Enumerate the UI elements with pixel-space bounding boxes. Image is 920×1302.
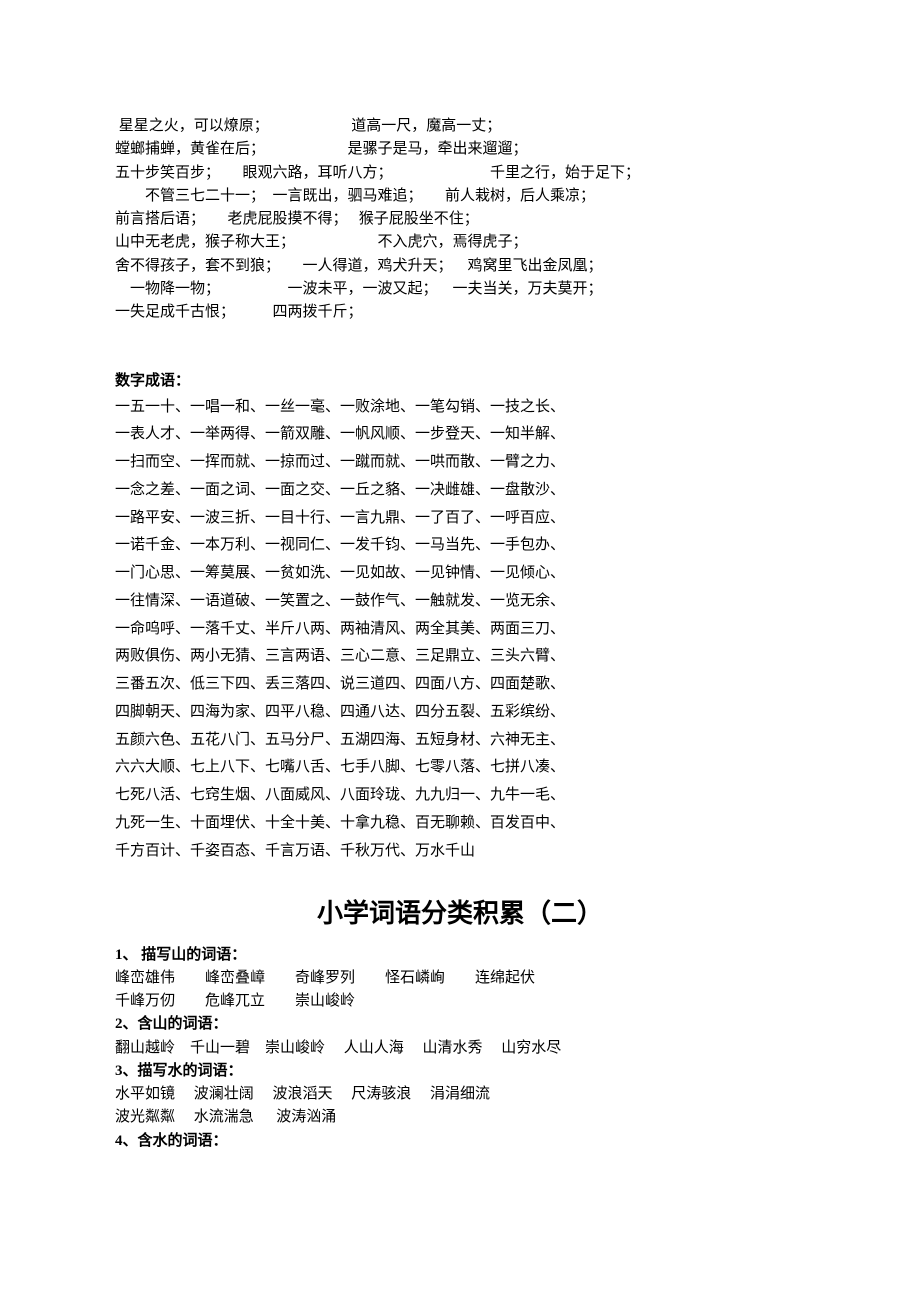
proverbs-section: 星星之火，可以燎原； 道高一尺，魔高一丈； 螳螂捕蝉，黄雀在后； 是骡子是马，牵… [115,115,805,324]
category-block: 3、描写水的词语： 水平如镜 波澜壮阔 波浪滔天 尺涛骇浪 涓涓细流 波光粼粼 … [115,1060,805,1130]
proverb-line: 一失足成千古恨； 四两拨千斤； [115,301,805,324]
category-label: 2、含山的词语： [115,1013,805,1036]
category-line: 千峰万仞 危峰兀立 崇山峻岭 [115,990,805,1013]
idiom-line: 九死一生、十面埋伏、十全十美、十拿九稳、百无聊赖、百发百中、 [115,810,805,838]
idiom-line: 一五一十、一唱一和、一丝一毫、一败涂地、一笔勾销、一技之长、 [115,394,805,422]
category-block: 1、 描写山的词语： 峰峦雄伟 峰峦叠嶂 奇峰罗列 怪石嶙峋 连绵起伏 千峰万仞… [115,944,805,1014]
idiom-line: 三番五次、低三下四、丢三落四、说三道四、四面八方、四面楚歌、 [115,671,805,699]
idiom-line: 五颜六色、五花八门、五马分尸、五湖四海、五短身材、六神无主、 [115,727,805,755]
idiom-line: 六六大顺、七上八下、七嘴八舌、七手八脚、七零八落、七拼八凑、 [115,754,805,782]
spacer [115,324,805,370]
proverb-line: 不管三七二十一； 一言既出，驷马难追； 前人栽树，后人乘凉； [115,185,805,208]
idiom-line: 一表人才、一举两得、一箭双雕、一帆风顺、一步登天、一知半解、 [115,421,805,449]
proverb-line: 山中无老虎，猴子称大王； 不入虎穴，焉得虎子； [115,231,805,254]
idiom-line: 一命呜呼、一落千丈、半斤八两、两袖清风、两全其美、两面三刀、 [115,616,805,644]
category-line: 翻山越岭 千山一碧 崇山峻岭 人山人海 山清水秀 山穷水尽 [115,1037,805,1060]
section-title-2: 小学词语分类积累（二） [115,893,805,933]
idiom-line: 千方百计、千姿百态、千言万语、千秋万代、万水千山 [115,838,805,866]
category-line: 水平如镜 波澜壮阔 波浪滔天 尺涛骇浪 涓涓细流 [115,1083,805,1106]
proverb-line: 前言搭后语； 老虎屁股摸不得； 猴子屁股坐不住； [115,208,805,231]
category-block: 2、含山的词语： 翻山越岭 千山一碧 崇山峻岭 人山人海 山清水秀 山穷水尽 [115,1013,805,1060]
category-line: 峰峦雄伟 峰峦叠嶂 奇峰罗列 怪石嶙峋 连绵起伏 [115,967,805,990]
document-page: 星星之火，可以燎原； 道高一尺，魔高一丈； 螳螂捕蝉，黄雀在后； 是骡子是马，牵… [0,0,920,1233]
proverb-line: 一物降一物； 一波未平，一波又起； 一夫当关，万夫莫开； [115,278,805,301]
idiom-line: 一扫而空、一挥而就、一掠而过、一蹴而就、一哄而散、一臂之力、 [115,449,805,477]
idiom-line: 一诺千金、一本万利、一视同仁、一发千钧、一马当先、一手包办、 [115,532,805,560]
category-block: 4、含水的词语： [115,1130,805,1153]
idiom-line: 两败俱伤、两小无猜、三言两语、三心二意、三足鼎立、三头六臂、 [115,643,805,671]
proverb-line: 星星之火，可以燎原； 道高一尺，魔高一丈； [115,115,805,138]
proverb-line: 五十步笑百步； 眼观六路，耳听八方； 千里之行，始于足下； [115,162,805,185]
proverb-line: 螳螂捕蝉，黄雀在后； 是骡子是马，牵出来遛遛； [115,138,805,161]
numeric-idioms-label: 数字成语： [115,370,805,393]
idiom-line: 一门心思、一筹莫展、一贫如洗、一见如故、一见钟情、一见倾心、 [115,560,805,588]
idiom-line: 一路平安、一波三折、一目十行、一言九鼎、一了百了、一呼百应、 [115,505,805,533]
numeric-idioms-list: 一五一十、一唱一和、一丝一毫、一败涂地、一笔勾销、一技之长、 一表人才、一举两得… [115,394,805,866]
category-label: 4、含水的词语： [115,1130,805,1153]
category-label: 3、描写水的词语： [115,1060,805,1083]
idiom-line: 一念之差、一面之词、一面之交、一丘之貉、一决雌雄、一盘散沙、 [115,477,805,505]
category-line: 波光粼粼 水流湍急 波涛汹涌 [115,1106,805,1129]
idiom-line: 四脚朝天、四海为家、四平八稳、四通八达、四分五裂、五彩缤纷、 [115,699,805,727]
category-label: 1、 描写山的词语： [115,944,805,967]
idiom-line: 七死八活、七窍生烟、八面威风、八面玲珑、九九归一、九牛一毛、 [115,782,805,810]
idiom-line: 一往情深、一语道破、一笑置之、一鼓作气、一触就发、一览无余、 [115,588,805,616]
proverb-line: 舍不得孩子，套不到狼； 一人得道，鸡犬升天； 鸡窝里飞出金凤凰； [115,255,805,278]
